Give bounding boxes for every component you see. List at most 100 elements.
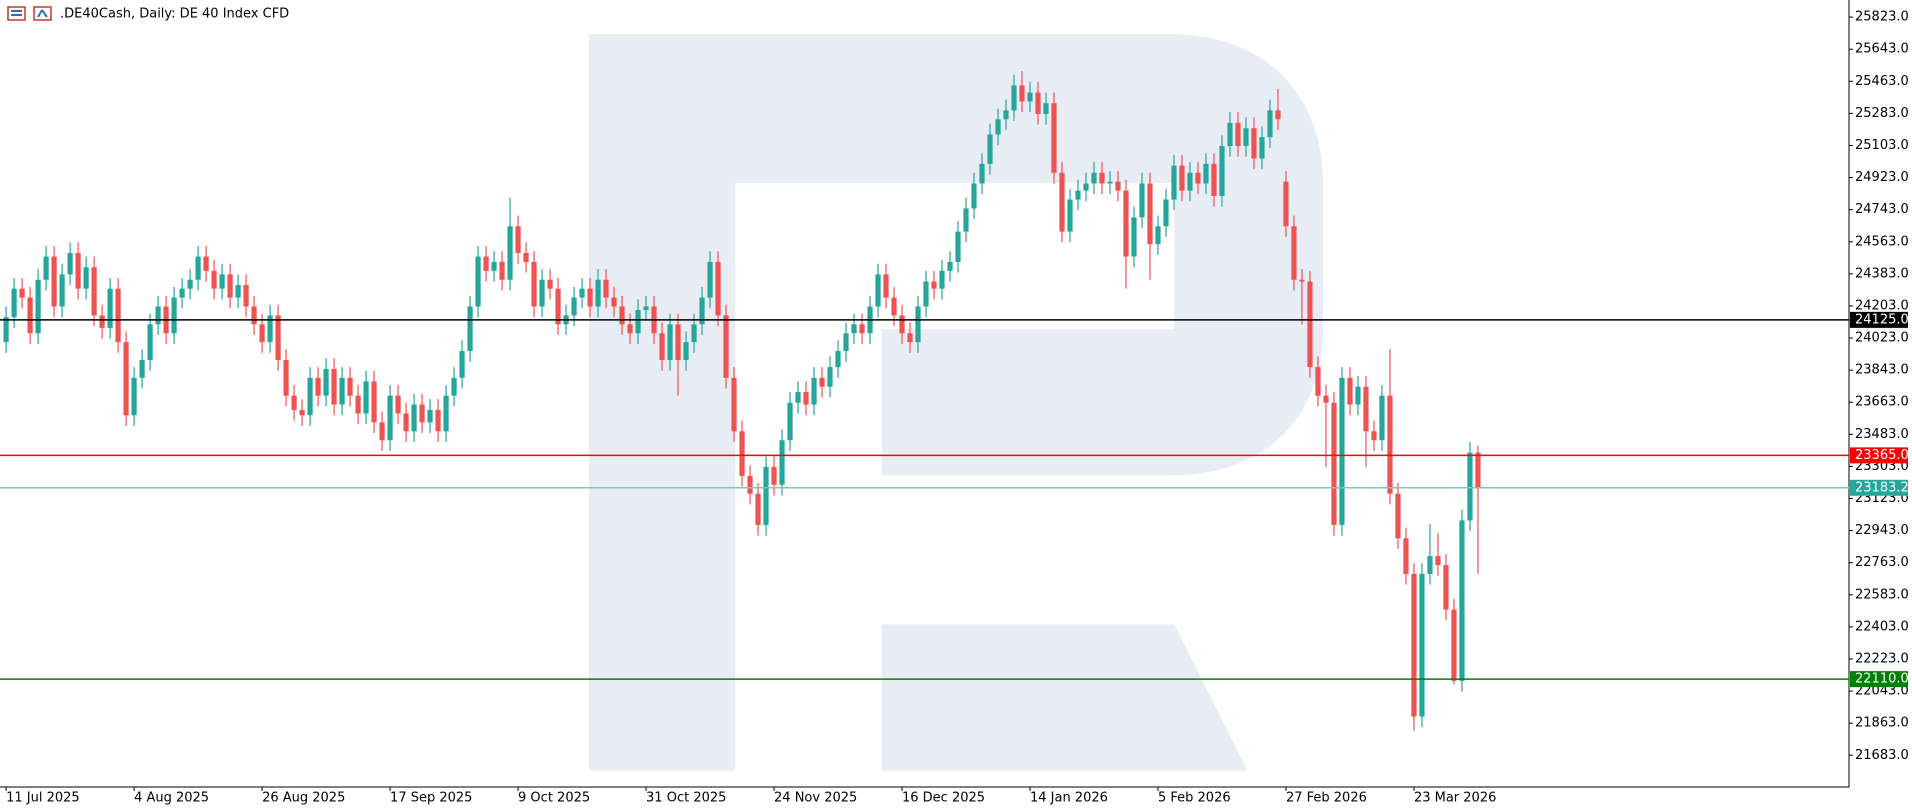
x-tick-label: 23 Mar 2026: [1414, 791, 1496, 806]
candle-body: [3, 317, 9, 343]
candle-body: [1443, 565, 1449, 610]
candle-body: [1451, 609, 1457, 681]
candle-body: [619, 306, 625, 325]
x-tick-label: 27 Feb 2026: [1286, 791, 1367, 806]
candle-body: [147, 324, 153, 360]
candle-body: [1315, 367, 1321, 396]
candle-body: [827, 367, 833, 387]
y-tick-label: 24743.0: [1855, 202, 1909, 217]
candle-body: [811, 377, 817, 405]
candle-body: [363, 381, 369, 414]
y-tick-label: 23843.0: [1855, 363, 1909, 378]
candle-body: [155, 306, 161, 325]
candle-body: [939, 270, 945, 289]
y-tick-label: 21863.0: [1855, 716, 1909, 731]
candle-body: [931, 281, 937, 289]
candle-body: [1139, 183, 1145, 218]
candle-body: [971, 183, 977, 209]
candle-body: [171, 297, 177, 334]
watermark: [588, 34, 1324, 771]
candle-body: [1227, 122, 1233, 147]
candle-body: [1235, 122, 1241, 147]
candle-body: [555, 288, 561, 325]
candle-body: [707, 261, 713, 298]
candle-body: [907, 333, 913, 343]
candle-body: [371, 381, 377, 423]
candle-body: [219, 274, 225, 289]
candle-body: [659, 333, 665, 360]
candle-body: [243, 285, 249, 307]
candle-body: [1275, 110, 1281, 120]
candle-body: [1187, 172, 1193, 191]
y-tick-label: 21683.0: [1855, 748, 1909, 763]
candle-body: [491, 261, 497, 271]
x-tick-label: 14 Jan 2026: [1030, 791, 1108, 806]
candle-body: [267, 315, 273, 343]
candle-body: [1163, 199, 1169, 227]
candle-body: [963, 208, 969, 232]
level-box: [1850, 479, 1908, 496]
candle-body: [507, 226, 513, 280]
candle-body: [1107, 181, 1113, 184]
candle-body: [227, 274, 233, 298]
candle-body: [1427, 556, 1433, 574]
candle-body: [531, 261, 537, 307]
y-tick-label: 24203.0: [1855, 298, 1909, 313]
candle-body: [235, 285, 241, 298]
candle-body: [1467, 452, 1473, 521]
level-label: 22110.0: [1855, 672, 1909, 687]
candle-body: [1203, 163, 1209, 184]
candle-body: [419, 404, 425, 423]
candle-body: [1211, 163, 1217, 196]
candle-body: [1283, 181, 1289, 227]
candle-body: [1019, 85, 1025, 102]
y-tick-label: 22583.0: [1855, 587, 1909, 602]
candle-body: [1027, 92, 1033, 102]
candle-body: [475, 256, 481, 307]
candle-body: [307, 377, 313, 416]
candle-body: [835, 351, 841, 368]
y-tick-label: 24563.0: [1855, 234, 1909, 249]
candle-body: [1363, 386, 1369, 432]
candle-body: [675, 324, 681, 360]
y-tick-label: 25463.0: [1855, 74, 1909, 89]
candle-body: [579, 288, 585, 298]
candle-body: [1459, 520, 1465, 681]
candle-body: [859, 324, 865, 334]
candle-body: [211, 270, 217, 289]
candle-body: [1395, 493, 1401, 539]
candle-body: [739, 431, 745, 476]
candle-body: [331, 368, 337, 405]
candle-body: [731, 377, 737, 432]
x-tick-label: 24 Nov 2025: [774, 791, 857, 806]
candle-body: [1419, 573, 1425, 717]
candle-body: [1099, 172, 1105, 184]
candle-body: [315, 377, 321, 396]
candle-body: [1219, 146, 1225, 196]
candle-body: [1091, 172, 1097, 184]
candle-body: [443, 395, 449, 432]
candle-body: [451, 377, 457, 396]
candle-body: [387, 395, 393, 441]
candle-body: [275, 315, 281, 360]
x-tick-label: 26 Aug 2025: [262, 791, 345, 806]
candle-body: [483, 256, 489, 271]
candle-body: [851, 324, 857, 334]
candle-body: [1155, 226, 1161, 245]
level-box: [1850, 671, 1908, 688]
candle-body: [923, 281, 929, 307]
candle-body: [427, 409, 433, 423]
candle-body: [459, 351, 465, 378]
candle-body: [1035, 92, 1041, 114]
candle-body: [51, 256, 57, 307]
level-label: 23365.0: [1855, 448, 1909, 463]
y-tick-label: 25283.0: [1855, 106, 1909, 121]
chart-title: .DE40Cash, Daily: DE 40 Index CFD: [60, 7, 289, 22]
candle-body: [611, 297, 617, 307]
candle-body: [787, 402, 793, 441]
x-tick-label: 17 Sep 2025: [390, 791, 472, 806]
y-tick-label: 22943.0: [1855, 523, 1909, 538]
candle-body: [1171, 165, 1177, 200]
y-tick-label: 25643.0: [1855, 42, 1909, 57]
